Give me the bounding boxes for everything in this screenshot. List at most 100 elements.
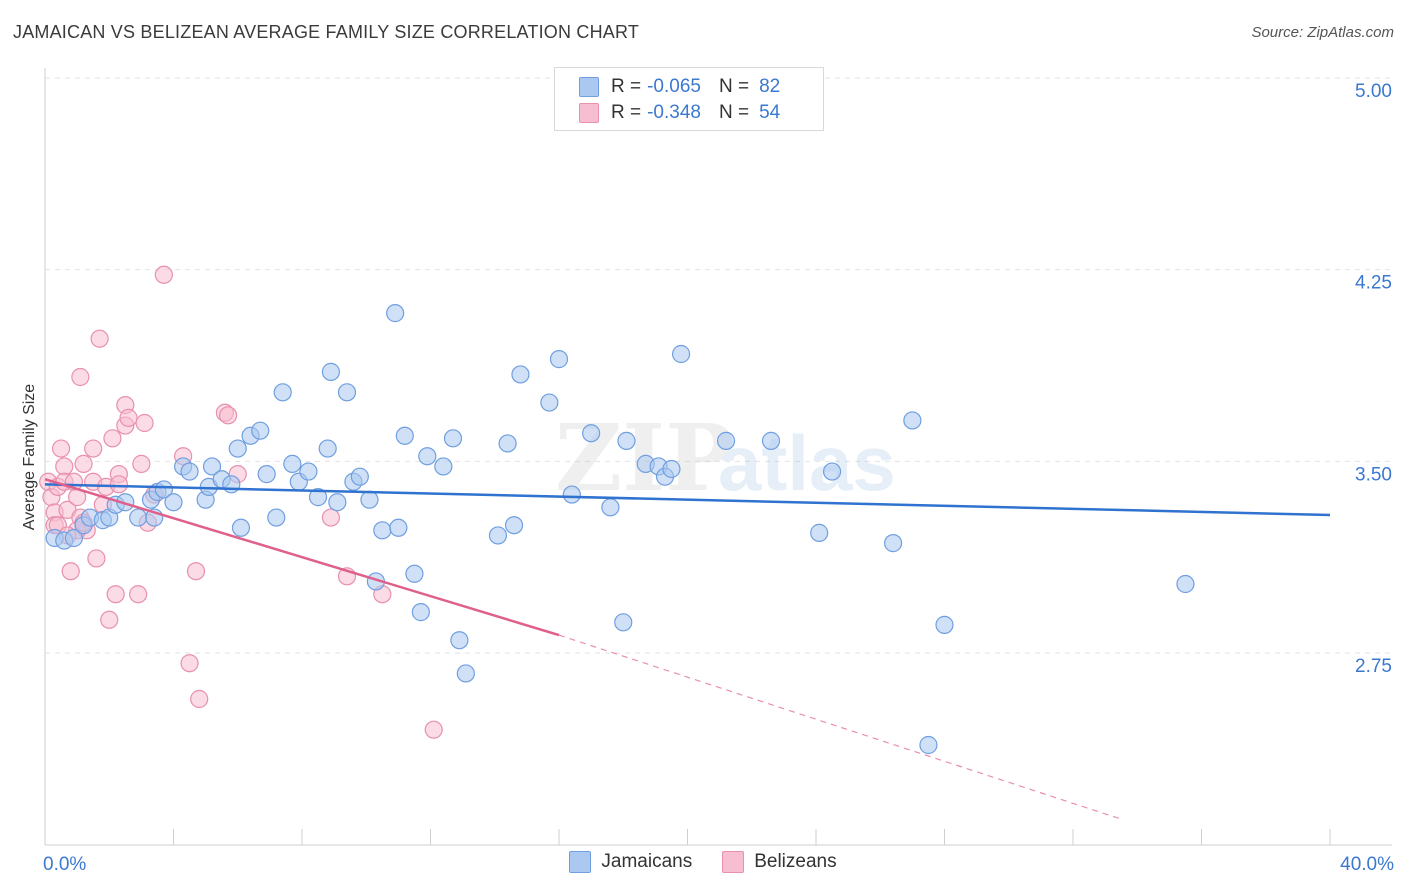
- jamaican-point[interactable]: [450, 631, 469, 650]
- jamaican-point[interactable]: [418, 447, 437, 466]
- belizean-point[interactable]: [424, 720, 443, 739]
- jamaican-point[interactable]: [180, 462, 199, 481]
- jamaican-point[interactable]: [540, 393, 559, 412]
- jamaican-point[interactable]: [671, 344, 691, 364]
- jamaican-point[interactable]: [202, 457, 222, 476]
- belizean-point[interactable]: [119, 408, 138, 427]
- jamaican-point[interactable]: [614, 613, 633, 632]
- belizean-point[interactable]: [55, 457, 74, 476]
- jamaican-point[interactable]: [231, 518, 251, 537]
- belizean-point[interactable]: [90, 329, 109, 348]
- jamaican-point[interactable]: [222, 475, 241, 494]
- jamaican-point[interactable]: [582, 424, 601, 443]
- belizeans-swatch: [579, 103, 599, 123]
- legend-item-jamaicans[interactable]: Jamaicans: [569, 851, 692, 873]
- jamaican-point[interactable]: [251, 421, 270, 440]
- jamaican-point[interactable]: [328, 493, 347, 512]
- jamaican-point[interactable]: [810, 523, 829, 542]
- x-tick-label-max: 40.0%: [1340, 854, 1394, 875]
- belizean-point[interactable]: [154, 265, 173, 284]
- belizean-point[interactable]: [109, 475, 128, 494]
- jamaican-point[interactable]: [360, 490, 379, 509]
- jamaicans-legend-swatch: [569, 851, 592, 873]
- jamaican-point[interactable]: [267, 508, 286, 527]
- belizean-point[interactable]: [190, 689, 209, 709]
- trend-lines: [44, 478, 1331, 820]
- jamaican-point[interactable]: [164, 493, 183, 512]
- jamaican-point[interactable]: [299, 462, 318, 481]
- y-tick-label: 4.25: [1355, 273, 1392, 294]
- belizean-point[interactable]: [84, 439, 103, 458]
- jamaican-point[interactable]: [935, 615, 954, 634]
- jamaican-point[interactable]: [443, 429, 463, 448]
- jamaican-point[interactable]: [411, 603, 430, 622]
- belizean-point[interactable]: [74, 454, 93, 473]
- jamaican-point[interactable]: [617, 431, 636, 450]
- jamaican-point[interactable]: [1176, 574, 1195, 594]
- jamaican-point[interactable]: [504, 516, 524, 535]
- legend-item-belizeans[interactable]: Belizeans: [722, 851, 837, 873]
- jamaican-point[interactable]: [257, 465, 276, 484]
- jamaican-point[interactable]: [395, 426, 414, 445]
- jamaican-point[interactable]: [308, 488, 328, 507]
- jamaican-point[interactable]: [337, 383, 357, 402]
- belizean-point[interactable]: [219, 406, 238, 425]
- jamaican-point[interactable]: [919, 735, 938, 755]
- belizean-point[interactable]: [100, 610, 119, 629]
- y-tick-label: 3.50: [1355, 464, 1392, 485]
- jamaican-point[interactable]: [488, 526, 508, 545]
- jamaican-point[interactable]: [883, 534, 903, 553]
- jamaican-point[interactable]: [154, 480, 173, 499]
- belizeans-legend-label: Belizeans: [754, 851, 837, 872]
- jamaican-point[interactable]: [456, 664, 475, 683]
- legend-row-jamaicans: R = -0.065 N = 82: [579, 75, 780, 99]
- belizean-point[interactable]: [180, 654, 199, 673]
- belizean-point[interactable]: [106, 585, 125, 604]
- jamaican-point[interactable]: [273, 383, 292, 402]
- belizean-point[interactable]: [186, 562, 206, 581]
- belizean-point[interactable]: [51, 439, 71, 458]
- r-label: R =: [611, 102, 642, 123]
- jamaicans-r-value: -0.065: [647, 76, 701, 97]
- jamaican-point[interactable]: [228, 439, 247, 458]
- y-tick-label: 5.00: [1355, 81, 1392, 102]
- jamaican-point[interactable]: [549, 350, 569, 369]
- jamaican-point[interactable]: [373, 521, 392, 540]
- jamaican-point[interactable]: [283, 454, 302, 473]
- jamaican-point[interactable]: [318, 439, 337, 458]
- belizean-point[interactable]: [87, 549, 106, 568]
- jamaican-point[interactable]: [511, 365, 530, 384]
- jamaican-point[interactable]: [129, 508, 148, 527]
- jamaican-point[interactable]: [350, 467, 369, 486]
- jamaican-point[interactable]: [601, 498, 620, 517]
- grid-layer: 2.75 3.50 4.25 5.00: [45, 77, 1392, 677]
- jamaican-point[interactable]: [389, 518, 408, 537]
- belizean-point[interactable]: [61, 562, 80, 581]
- jamaican-point[interactable]: [716, 431, 736, 450]
- jamaican-point[interactable]: [64, 528, 84, 548]
- jamaican-point[interactable]: [662, 459, 681, 479]
- jamaican-point[interactable]: [321, 362, 341, 381]
- belizean-point[interactable]: [132, 454, 151, 473]
- jamaican-point[interactable]: [498, 434, 517, 453]
- jamaican-point[interactable]: [434, 457, 453, 476]
- belizeans-n-value: 54: [759, 102, 781, 123]
- belizeans-trend-line: [44, 478, 560, 637]
- belizean-point[interactable]: [129, 585, 148, 604]
- jamaicans-trend-line: [44, 483, 1331, 517]
- jamaican-point[interactable]: [903, 411, 922, 430]
- jamaican-point[interactable]: [562, 485, 581, 504]
- jamaican-point[interactable]: [761, 431, 781, 450]
- belizean-point[interactable]: [321, 508, 341, 527]
- belizeans-legend-swatch: [722, 851, 745, 873]
- stats-legend: R = -0.065 N = 82 R = -0.348 N = 54: [554, 67, 824, 131]
- series-legend: Jamaicans Belizeans: [0, 851, 1406, 873]
- jamaican-point[interactable]: [405, 564, 424, 583]
- belizean-point[interactable]: [135, 413, 154, 433]
- belizean-point[interactable]: [71, 367, 90, 387]
- belizean-point[interactable]: [103, 429, 122, 448]
- source-credit: Source: ZipAtlas.com: [1251, 24, 1394, 41]
- jamaican-point[interactable]: [386, 304, 405, 323]
- jamaican-point[interactable]: [822, 462, 842, 481]
